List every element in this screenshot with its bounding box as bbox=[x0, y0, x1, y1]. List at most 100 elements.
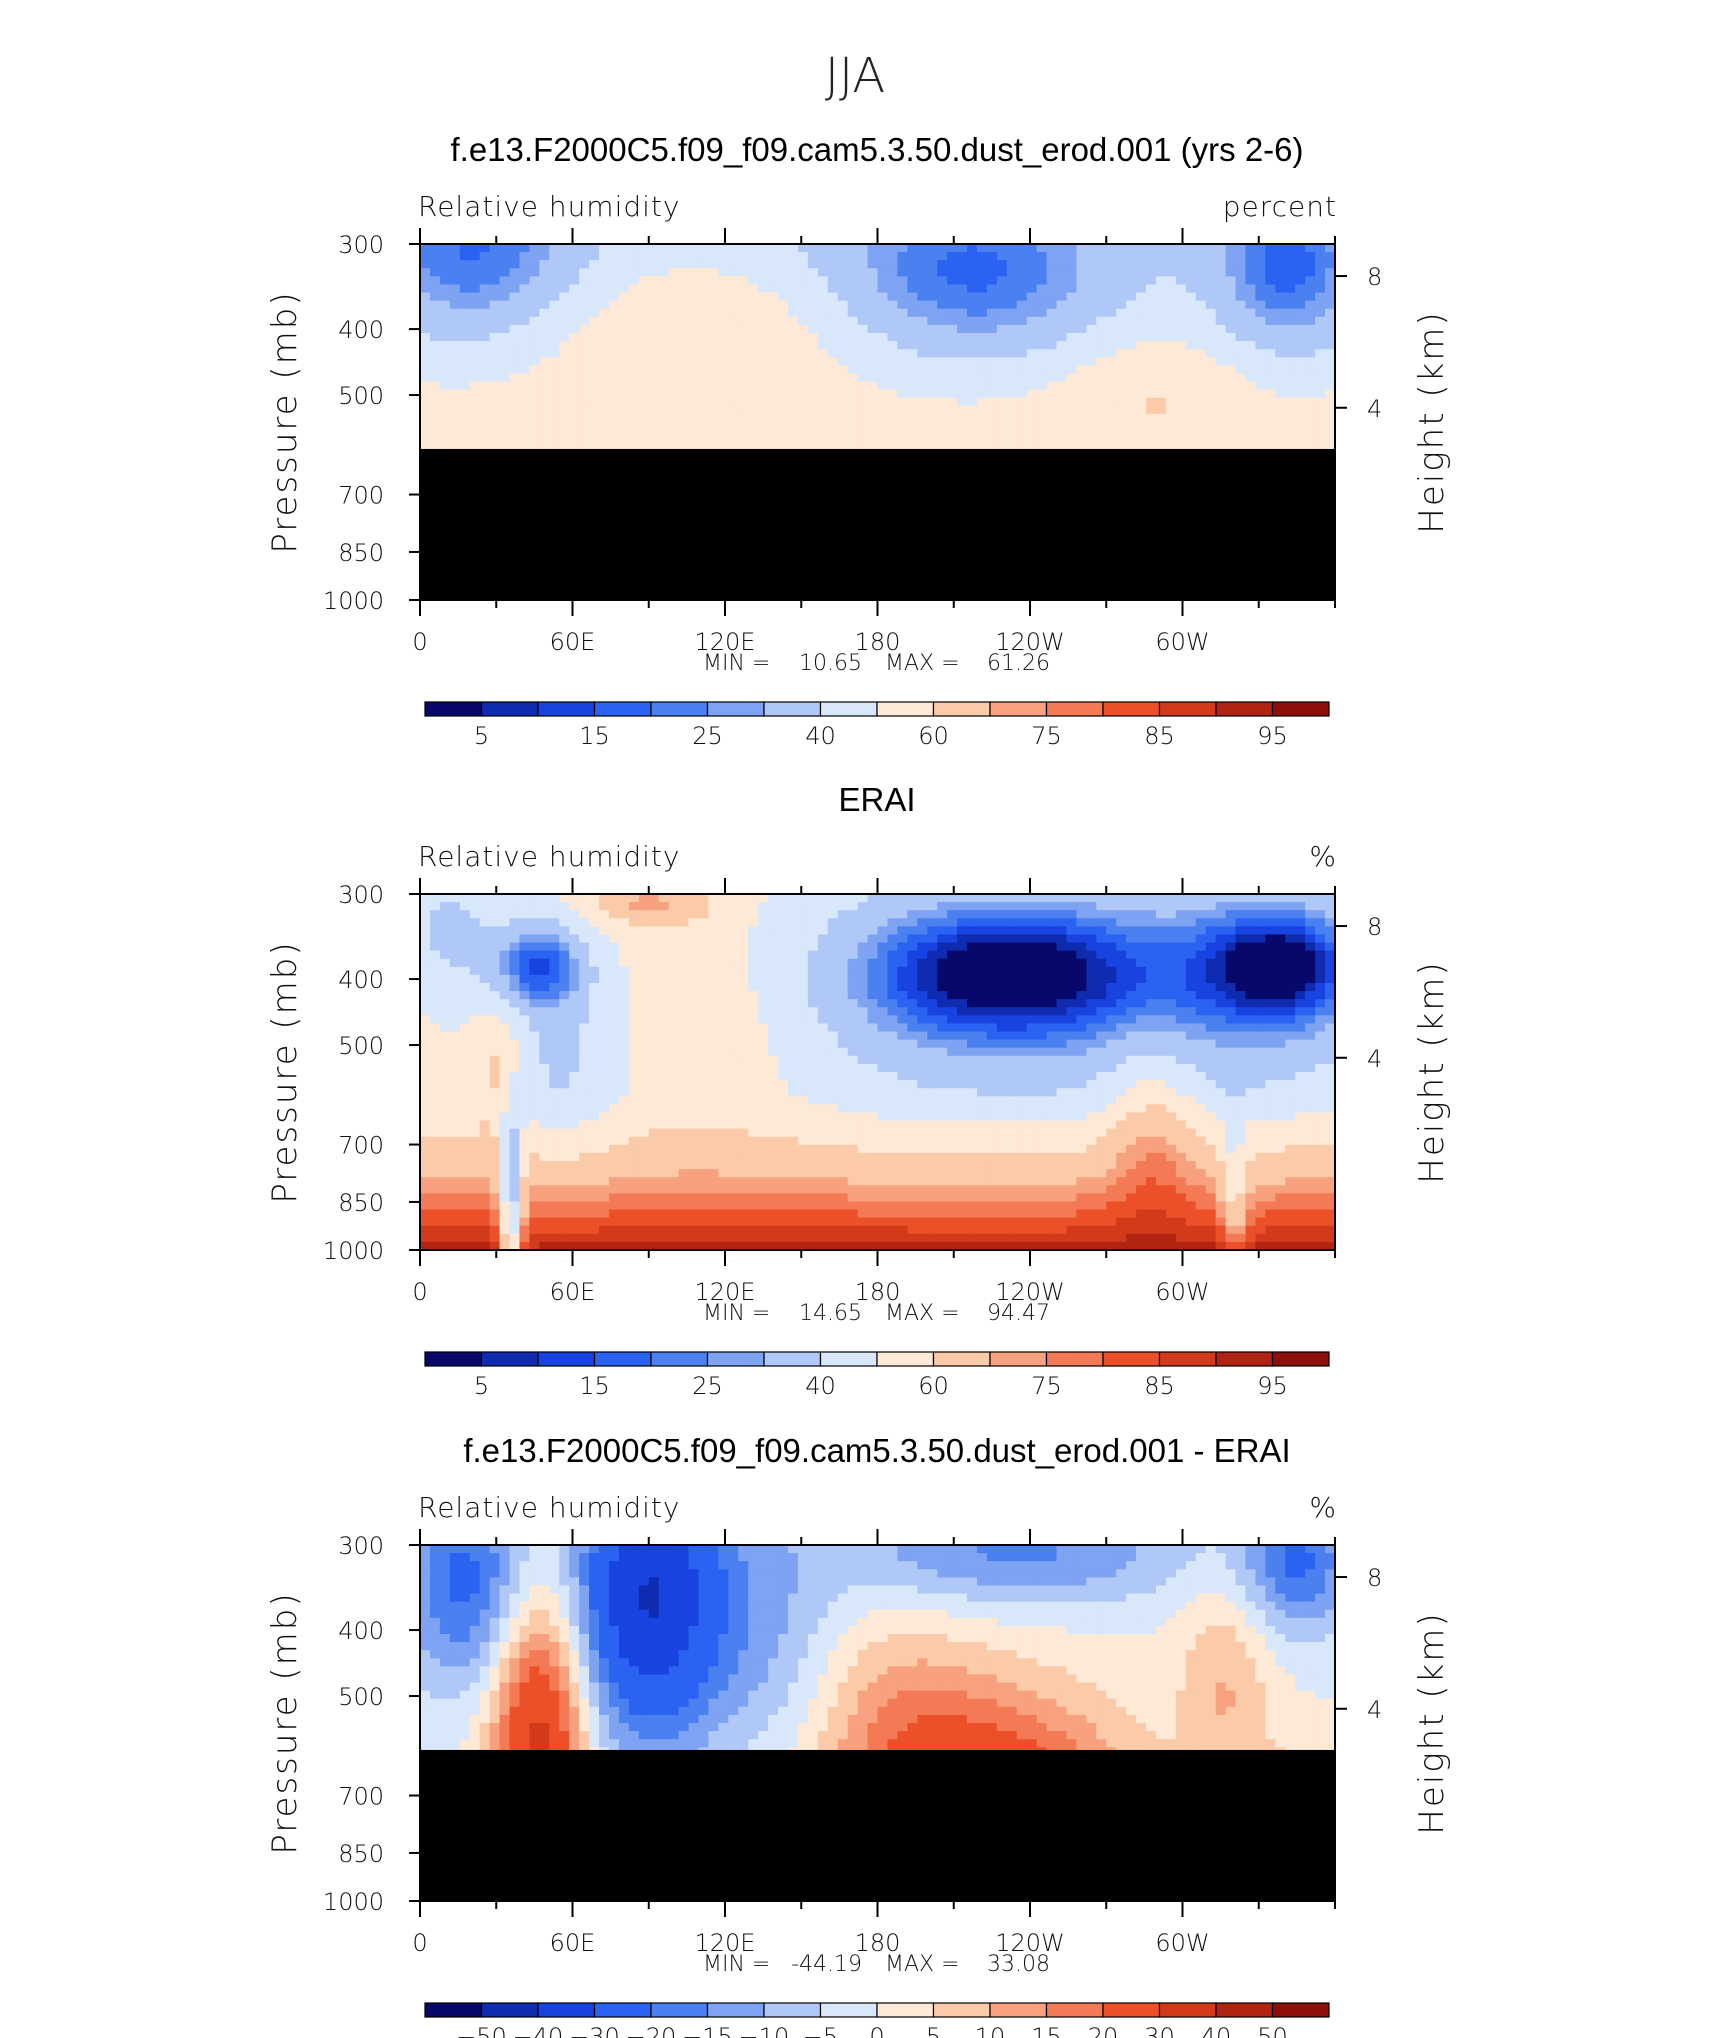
field-cell bbox=[897, 958, 908, 968]
field-cell bbox=[917, 381, 928, 391]
field-cell bbox=[1076, 357, 1087, 366]
field-cell bbox=[897, 268, 908, 277]
field-cell bbox=[917, 422, 928, 431]
variable-label: Relative humidity bbox=[418, 840, 680, 873]
field-cell bbox=[499, 341, 511, 350]
field-cell bbox=[638, 276, 650, 286]
field-cell bbox=[449, 316, 461, 326]
field-cell bbox=[1016, 349, 1028, 358]
field-cell bbox=[599, 365, 610, 375]
field-cell bbox=[479, 324, 491, 334]
field-cell bbox=[1086, 316, 1097, 326]
field-cell bbox=[787, 316, 799, 326]
field-cell bbox=[579, 349, 590, 358]
field-cell bbox=[817, 268, 829, 277]
field-cell bbox=[867, 381, 879, 391]
field-cell bbox=[1275, 397, 1286, 407]
field-cell bbox=[827, 958, 839, 968]
field-cell bbox=[569, 365, 580, 375]
field-cell bbox=[648, 413, 660, 423]
field-cell bbox=[1116, 397, 1127, 407]
field-cell bbox=[539, 292, 550, 302]
field-cell bbox=[986, 357, 998, 366]
field-cell bbox=[1295, 958, 1306, 968]
field-cell bbox=[1086, 276, 1097, 286]
field-cell bbox=[1245, 252, 1257, 261]
field-cell bbox=[897, 926, 908, 936]
field-cell bbox=[927, 341, 938, 350]
field-cell bbox=[449, 357, 461, 366]
field-cell bbox=[827, 430, 839, 439]
field-cell bbox=[668, 422, 680, 431]
field-cell bbox=[807, 910, 819, 919]
field-cell bbox=[539, 430, 550, 439]
field-cell bbox=[728, 316, 739, 326]
field-cell bbox=[509, 397, 521, 407]
field-cell bbox=[1046, 397, 1058, 407]
field-cell bbox=[817, 950, 829, 960]
field-cell bbox=[1305, 357, 1316, 366]
field-cell bbox=[599, 389, 610, 399]
field-cell bbox=[837, 333, 849, 342]
field-cell bbox=[1175, 316, 1187, 326]
field-cell bbox=[1036, 902, 1048, 911]
field-cell bbox=[917, 950, 928, 960]
field-cell bbox=[797, 950, 809, 960]
field-cell bbox=[1126, 389, 1137, 399]
field-cell bbox=[420, 381, 431, 391]
field-cell bbox=[1235, 381, 1247, 391]
field-cell bbox=[728, 244, 739, 253]
field-cell bbox=[1235, 950, 1247, 960]
field-cell bbox=[718, 950, 729, 960]
field-cell bbox=[1026, 389, 1038, 399]
field-cell bbox=[1116, 316, 1127, 326]
colorbar-swatch bbox=[1102, 701, 1161, 717]
field-cell bbox=[967, 381, 978, 391]
field-cell bbox=[1146, 422, 1157, 431]
field-cell bbox=[648, 430, 660, 439]
field-cell bbox=[1215, 934, 1227, 944]
field-cell bbox=[628, 373, 640, 383]
field-cell bbox=[877, 397, 889, 407]
field-cell bbox=[469, 438, 481, 447]
field-cell bbox=[569, 349, 580, 358]
field-cell bbox=[519, 357, 531, 366]
field-cell bbox=[1165, 357, 1177, 366]
field-cell bbox=[628, 926, 640, 936]
field-cell bbox=[1245, 349, 1257, 358]
field-cell bbox=[479, 422, 491, 431]
field-cell bbox=[1165, 365, 1177, 375]
field-cell bbox=[1016, 413, 1028, 423]
field-cell bbox=[967, 365, 978, 375]
field-cell bbox=[489, 357, 501, 366]
field-cell bbox=[628, 244, 640, 253]
field-cell bbox=[1016, 438, 1028, 447]
field-cell bbox=[668, 894, 680, 903]
field-cell bbox=[1006, 910, 1018, 919]
field-cell bbox=[807, 268, 819, 277]
field-cell bbox=[927, 918, 938, 927]
field-cell bbox=[549, 958, 560, 968]
field-cell bbox=[1146, 300, 1157, 310]
field-cell bbox=[1096, 958, 1107, 968]
field-cell bbox=[957, 341, 968, 350]
field-cell bbox=[1026, 405, 1038, 415]
field-cell bbox=[1136, 438, 1147, 447]
field-cell bbox=[947, 413, 958, 423]
field-cell bbox=[728, 397, 739, 407]
field-cell bbox=[787, 252, 799, 261]
field-cell bbox=[1195, 910, 1207, 919]
field-cell bbox=[1245, 316, 1257, 326]
field-cell bbox=[708, 284, 719, 294]
field-cell bbox=[897, 430, 908, 439]
field-cell bbox=[1295, 260, 1306, 269]
field-cell bbox=[489, 308, 501, 318]
field-cell bbox=[867, 950, 879, 960]
field-cell bbox=[867, 365, 879, 375]
field-cell bbox=[967, 958, 978, 968]
field-cell bbox=[718, 324, 729, 334]
field-cell bbox=[459, 252, 471, 261]
field-cell bbox=[1285, 365, 1296, 375]
field-cell bbox=[1146, 365, 1157, 375]
field-cell bbox=[559, 324, 570, 334]
